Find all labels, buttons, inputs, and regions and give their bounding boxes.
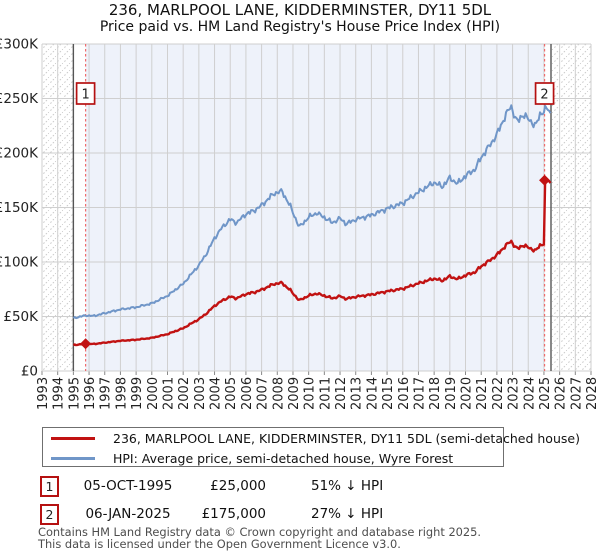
svg-text:2001: 2001 <box>161 377 176 410</box>
footer-line-2: This data is licensed under the Open Gov… <box>38 536 401 551</box>
price-chart: 1993 1994 1995 1996 1997 1998 1999 2000 2001 2002… <box>0 37 600 411</box>
svg-text:1996: 1996 <box>83 377 98 410</box>
legend-item-hpi: HPI: Average price, semi-detached house,… <box>43 449 503 468</box>
svg-text:1997: 1997 <box>99 377 114 410</box>
svg-text:2020: 2020 <box>460 377 475 410</box>
svg-text:2013: 2013 <box>350 377 365 410</box>
transaction-date: 05-OCT-1995 <box>83 478 173 494</box>
transaction-row: 2 06-JAN-2025 £175,000 27% ↓ HPI <box>0 504 600 526</box>
transaction-price: £175,000 <box>201 506 266 522</box>
svg-text:2019: 2019 <box>444 377 459 410</box>
transaction-row: 1 05-OCT-1995 £25,000 51% ↓ HPI <box>0 476 600 498</box>
svg-text:2007: 2007 <box>256 377 271 410</box>
svg-text:2004: 2004 <box>209 377 224 410</box>
svg-text:2024: 2024 <box>522 377 537 410</box>
svg-text:£0: £0 <box>21 364 38 380</box>
copyright-footer: Contains HM Land Registry data © Crown c… <box>38 525 598 551</box>
transaction-marker-badge: 1 <box>40 476 59 497</box>
svg-text:2010: 2010 <box>303 377 318 410</box>
svg-text:£200K: £200K <box>0 146 39 162</box>
svg-text:2011: 2011 <box>318 377 333 410</box>
transaction-date: 06-JAN-2025 <box>85 506 171 522</box>
svg-text:1998: 1998 <box>114 377 129 410</box>
transaction-price: £25,000 <box>210 478 266 494</box>
svg-text:1993: 1993 <box>36 377 51 410</box>
transaction-vs-hpi: 27% ↓ HPI <box>311 506 384 522</box>
svg-text:2003: 2003 <box>193 377 208 410</box>
legend: 236, MARLPOOL LANE, KIDDERMINSTER, DY11 … <box>42 427 580 468</box>
transaction-marker-badge: 2 <box>40 504 59 525</box>
svg-text:2018: 2018 <box>428 377 443 410</box>
svg-text:2005: 2005 <box>224 377 239 410</box>
svg-text:2014: 2014 <box>365 377 380 410</box>
svg-text:2015: 2015 <box>381 377 396 410</box>
svg-text:2016: 2016 <box>397 377 412 410</box>
page-title: 236, MARLPOOL LANE, KIDDERMINSTER, DY11 … <box>108 1 492 19</box>
svg-text:2008: 2008 <box>271 377 286 410</box>
svg-text:2026: 2026 <box>554 377 569 410</box>
svg-text:£150K: £150K <box>0 200 39 216</box>
svg-text:2028: 2028 <box>585 377 600 410</box>
legend-label-hpi: HPI: Average price, semi-detached house,… <box>113 451 454 466</box>
page-subtitle: Price paid vs. HM Land Registry's House … <box>99 19 501 35</box>
svg-text:2000: 2000 <box>146 377 161 410</box>
svg-text:£100K: £100K <box>0 255 39 271</box>
property-line-swatch <box>51 437 95 440</box>
svg-text:1999: 1999 <box>130 377 145 410</box>
svg-text:2022: 2022 <box>491 377 506 410</box>
svg-text:2025: 2025 <box>538 377 553 410</box>
svg-text:£250K: £250K <box>0 91 39 107</box>
footer-line-1: Contains HM Land Registry data © Crown c… <box>38 525 482 539</box>
hpi-line-swatch <box>51 457 95 460</box>
svg-text:2: 2 <box>540 88 548 103</box>
svg-text:2021: 2021 <box>475 377 490 410</box>
svg-text:£300K: £300K <box>0 37 39 53</box>
svg-text:2002: 2002 <box>177 377 192 410</box>
svg-text:1: 1 <box>81 88 89 103</box>
legend-item-property: 236, MARLPOOL LANE, KIDDERMINSTER, DY11 … <box>43 429 580 448</box>
svg-text:1994: 1994 <box>52 377 67 410</box>
svg-text:2027: 2027 <box>569 377 584 410</box>
transaction-vs-hpi: 51% ↓ HPI <box>311 478 384 494</box>
svg-text:2023: 2023 <box>507 377 522 410</box>
svg-text:1995: 1995 <box>67 377 82 410</box>
svg-text:2006: 2006 <box>240 377 255 410</box>
svg-text:2017: 2017 <box>412 377 427 410</box>
svg-text:2012: 2012 <box>334 377 349 410</box>
svg-text:£50K: £50K <box>3 309 39 325</box>
legend-label-property: 236, MARLPOOL LANE, KIDDERMINSTER, DY11 … <box>113 431 580 446</box>
svg-text:2009: 2009 <box>287 377 302 410</box>
